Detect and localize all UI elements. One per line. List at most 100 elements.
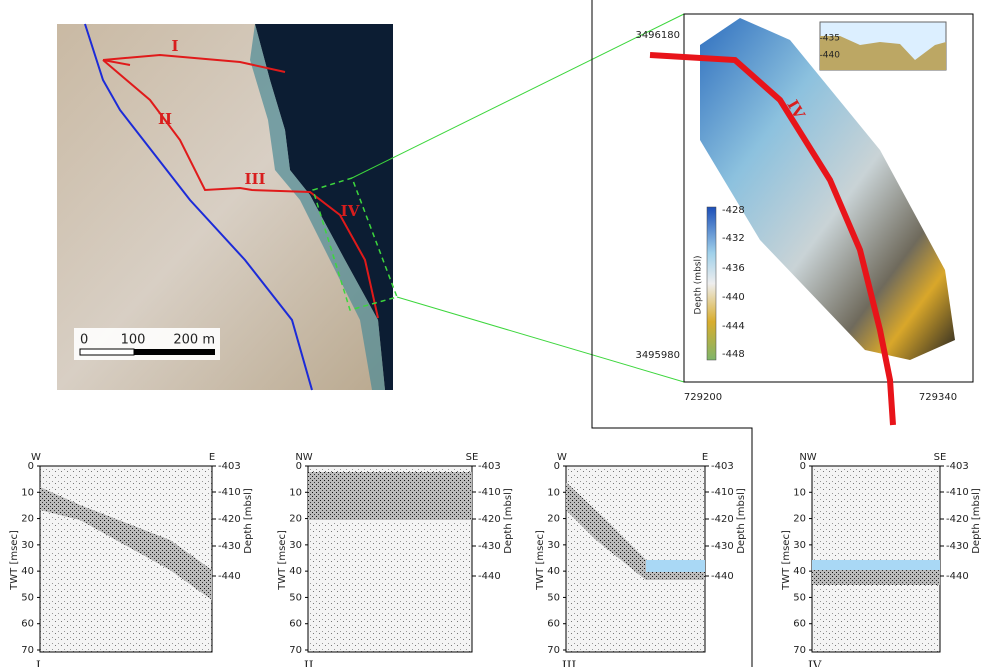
panel-label: IV: [808, 659, 822, 667]
depth-tick: -420: [478, 514, 501, 525]
panel-side-label: NW: [295, 452, 312, 463]
coord-label: 729340: [919, 392, 957, 403]
twt-tick: 40: [547, 566, 560, 577]
twt-tick: 70: [289, 645, 302, 656]
twt-tick: 0: [800, 461, 806, 472]
depth-title: Depth [mbsl]: [243, 488, 254, 554]
panel-label: I: [36, 659, 41, 667]
twt-tick: 40: [21, 566, 34, 577]
water-fill: [646, 560, 705, 572]
twt-tick: 40: [289, 566, 302, 577]
colorbar-tick: -432: [722, 233, 745, 244]
depth-tick: -440: [711, 571, 734, 582]
coord-label: 729200: [684, 392, 722, 403]
twt-tick: 10: [21, 487, 34, 498]
map: [57, 13, 685, 391]
depth-tick: -430: [218, 541, 241, 552]
panel-label: II: [304, 659, 314, 667]
depth-tick: -410: [946, 487, 969, 498]
scale-label: 200 m: [173, 333, 215, 348]
colorbar-tick: -428: [722, 205, 745, 216]
depth-tick: -430: [711, 541, 734, 552]
panel-side-label: E: [209, 452, 215, 463]
depth-tick: -430: [478, 541, 501, 552]
depth-title: Depth [mbsl]: [736, 488, 747, 554]
seismic-reflector: [308, 472, 472, 520]
depth-tick: -403: [946, 461, 969, 472]
map-label: II: [158, 110, 172, 128]
twt-title: TWT [msec]: [535, 530, 546, 591]
colorbar-tick: -448: [722, 349, 745, 360]
twt-tick: 10: [793, 487, 806, 498]
coord-label: 3495980: [635, 350, 680, 361]
twt-tick: 60: [289, 619, 302, 630]
depth-tick: -420: [218, 514, 241, 525]
twt-tick: 10: [547, 487, 560, 498]
profile-tick: -440: [820, 51, 841, 61]
twt-tick: 40: [793, 566, 806, 577]
depth-tick: -420: [946, 514, 969, 525]
twt-tick: 50: [793, 592, 806, 603]
panel-side-label: SE: [466, 452, 479, 463]
twt-tick: 30: [547, 540, 560, 551]
twt-tick: 0: [296, 461, 302, 472]
seismic-panel: [811, 465, 941, 653]
twt-tick: 20: [289, 514, 302, 525]
twt-tick: 50: [289, 592, 302, 603]
profile-tick: -435: [820, 34, 840, 44]
depth-tick: -430: [946, 541, 969, 552]
twt-title: TWT [msec]: [781, 530, 792, 591]
twt-tick: 60: [21, 619, 34, 630]
twt-title: TWT [msec]: [9, 530, 20, 591]
colorbar-title: Depth (mbsl): [694, 256, 704, 315]
colorbar-tick: -440: [722, 292, 745, 303]
twt-tick: 50: [547, 592, 560, 603]
twt-tick: 60: [793, 619, 806, 630]
twt-tick: 20: [793, 514, 806, 525]
twt-tick: 20: [547, 514, 560, 525]
map-label: I: [171, 37, 178, 55]
depth-tick: -410: [478, 487, 501, 498]
depth-tick: -403: [711, 461, 734, 472]
water-fill: [812, 560, 940, 570]
twt-tick: 10: [289, 487, 302, 498]
twt-tick: 30: [21, 540, 34, 551]
depth-tick: -410: [218, 487, 241, 498]
depth-tick: -410: [711, 487, 734, 498]
seismic-reflector: [812, 566, 940, 585]
twt-tick: 70: [21, 645, 34, 656]
depth-tick: -440: [946, 571, 969, 582]
depth-title: Depth [mbsl]: [503, 488, 514, 554]
panel-side-label: W: [31, 452, 41, 463]
depth-tick: -403: [218, 461, 241, 472]
map-label: IV: [341, 202, 360, 220]
coord-label: 3496180: [635, 30, 680, 41]
depth-tick: -420: [711, 514, 734, 525]
twt-tick: 0: [554, 461, 560, 472]
panel-side-label: W: [557, 452, 567, 463]
twt-tick: 70: [793, 645, 806, 656]
scale-label: 100: [121, 333, 146, 348]
depth-tick: -440: [478, 571, 501, 582]
colorbar-tick: -436: [722, 263, 745, 274]
seismic-reflector: [40, 487, 212, 600]
panel-side-label: NW: [799, 452, 816, 463]
twt-tick: 0: [28, 461, 34, 472]
twt-tick: 30: [289, 540, 302, 551]
depth-title: Depth [mbsl]: [971, 488, 982, 554]
inset: [649, 13, 974, 426]
twt-title: TWT [msec]: [277, 530, 288, 591]
twt-tick: 30: [793, 540, 806, 551]
colorbar-tick: -444: [722, 321, 745, 332]
scale-label: 0: [80, 333, 88, 348]
panel-side-label: E: [702, 452, 708, 463]
twt-tick: 50: [21, 592, 34, 603]
twt-tick: 20: [21, 514, 34, 525]
map-label: III: [244, 170, 265, 188]
panel-side-label: SE: [934, 452, 947, 463]
depth-tick: -403: [478, 461, 501, 472]
panel-label: III: [562, 659, 576, 667]
twt-tick: 70: [547, 645, 560, 656]
twt-tick: 60: [547, 619, 560, 630]
